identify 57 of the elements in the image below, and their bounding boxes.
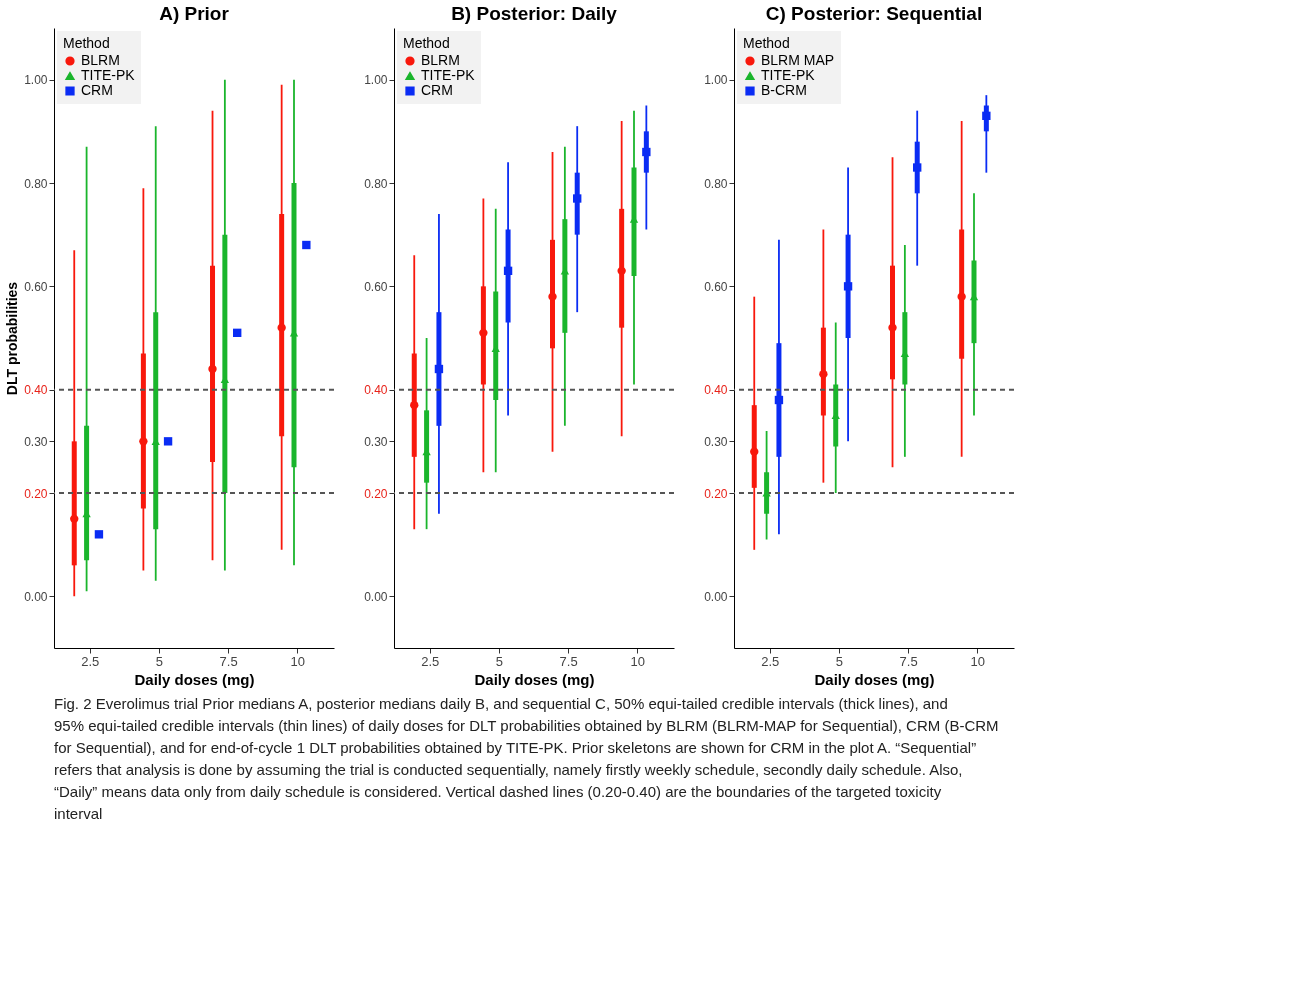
y-tick-label: 0.30 [24,434,48,449]
chart-title: B) Posterior: Daily [451,3,618,24]
legend-label: CRM [81,82,113,98]
y-tick-label: 0.30 [364,434,388,449]
y-tick-label: 0.80 [364,176,388,191]
x-tick-label: 7.5 [899,653,918,669]
y-tick-label: 0.00 [24,589,48,604]
point [233,328,242,338]
x-tick-label: 5 [835,653,844,669]
legend-title: Method [743,35,790,51]
y-tick-label: 0.80 [704,176,728,191]
legend-label: B-CRM [761,82,807,98]
legend-label: TITE-PK [761,67,816,83]
legend-label: BLRM [81,52,120,68]
x-tick-label: 7.5 [559,653,578,669]
y-tick-label: 0.20 [24,486,48,501]
legend-label: CRM [421,82,453,98]
legend-label: BLRM [421,52,460,68]
x-tick-label: 2.5 [81,653,100,669]
y-tick-label: 0.20 [364,486,388,501]
y-tick-label: 1.00 [704,73,728,88]
x-axis-title: Daily doses (mg) [134,670,255,688]
y-tick-label: 0.30 [704,434,728,449]
legend-title: Method [63,35,110,51]
y-tick-label: 0.40 [24,383,48,398]
y-tick-label: 0.60 [24,279,48,294]
legend-label: BLRM MAP [761,52,835,68]
point [94,530,104,539]
x-tick-label: 7.5 [219,653,238,669]
y-tick-label: 0.00 [364,589,388,604]
x-tick-label: 10 [290,653,305,669]
legend-title: Method [403,35,450,51]
x-axis-title: Daily doses (mg) [474,670,595,688]
x-tick-label: 2.5 [761,653,780,669]
y-tick-label: 0.60 [704,279,728,294]
y-axis-title: DLT probabilities [4,281,21,396]
legend-label: TITE-PK [421,67,476,83]
chart-title: C) Posterior: Sequential [765,3,983,24]
y-tick-label: 0.60 [364,279,388,294]
x-tick-label: 10 [970,653,985,669]
y-tick-label: 1.00 [364,73,388,88]
x-tick-label: 10 [630,653,645,669]
chart-title: A) Prior [159,3,230,24]
y-tick-label: 0.80 [24,176,48,191]
x-tick-label: 5 [495,653,504,669]
point [163,437,173,446]
y-tick-label: 0.40 [704,383,728,398]
y-tick-label: 0.00 [704,589,728,604]
y-tick-label: 0.40 [364,383,388,398]
y-tick-label: 1.00 [24,73,48,88]
x-tick-label: 5 [155,653,164,669]
caption: Fig. 2 Everolimus trial Prior medians A, posterior medians daily B, and sequential C, 50% equi-tailed credible intervals (thick lines), and 95% equi-tailed credible intervals (thin lines) of daily doses for DLT probabilities obtained by BLRM (BLRM-MAP for Sequential), CRM (B-CRM for Sequential), and for end-of-cycle 1 DLT probabilities obtained by TITE-PK. Prior skeletons are shown for CRM in the plot A. “Sequential” refers that analysis is done by assuming the trial is conducted sequentially, namely firstly weekly schedule, secondly daily schedule. Also, “Daily” means data only from daily schedule is considered. Vertical dashed lines (0.20-0.40) are the boundaries of the targeted toxicity interval [54,695,999,822]
legend-label: TITE-PK [81,67,136,83]
x-tick-label: 2.5 [421,653,440,669]
y-tick-label: 0.20 [704,486,728,501]
x-axis-title: Daily doses (mg) [814,670,935,688]
point [302,240,311,250]
